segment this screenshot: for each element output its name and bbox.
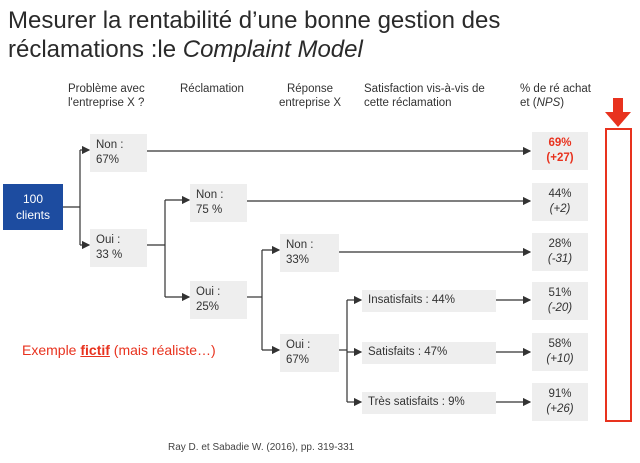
- outcome-tres-satisfaits: 91% (+26): [532, 383, 588, 421]
- start-node-clients: 100 clients: [3, 184, 63, 230]
- header-satisfaction: Satisfaction vis-à-vis de cette réclamat…: [364, 83, 485, 109]
- node-insatisfaits: Insatisfaits : 44%: [362, 290, 496, 312]
- header-reclamation: Réclamation: [180, 83, 244, 95]
- outcome-insatisfaits: 51% (-20): [532, 282, 588, 320]
- node-non-reclamation: Non :75 %: [190, 184, 247, 222]
- node-non-probleme: Non :67%: [90, 134, 147, 172]
- red-down-arrow: [605, 98, 631, 127]
- outcome-non-reponse: 28% (-31): [532, 233, 588, 271]
- node-oui-probleme: Oui :33 %: [90, 229, 147, 267]
- header-rachat: % de ré achat et (NPS): [520, 83, 591, 109]
- page-title: Mesurer la rentabilité d’une bonne gesti…: [8, 7, 501, 63]
- example-note: Exemple fictif (mais réaliste…): [22, 342, 216, 358]
- node-tres-satisfaits: Très satisfaits : 9%: [362, 392, 496, 414]
- node-satisfaits: Satisfaits : 47%: [362, 342, 496, 364]
- node-oui-reponse: Oui :67%: [280, 334, 339, 372]
- node-oui-reclamation: Oui :25%: [190, 281, 247, 319]
- node-non-reponse: Non :33%: [280, 234, 339, 272]
- outcome-satisfaits: 58% (+10): [532, 333, 588, 371]
- header-reponse: Réponse entreprise X: [278, 83, 341, 109]
- source-citation: Ray D. et Sabadie W. (2016), pp. 319-331: [168, 442, 355, 453]
- outcome-non-probleme: 69% (+27): [532, 132, 588, 170]
- header-probleme: Problème avec l'entreprise X ?: [68, 83, 145, 109]
- outcome-non-reclamation: 44% (+2): [532, 183, 588, 221]
- outcome-highlight-frame: [605, 128, 632, 422]
